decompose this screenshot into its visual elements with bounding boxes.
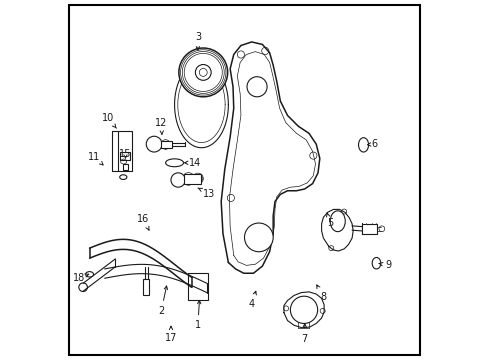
Text: 10: 10 (102, 113, 116, 128)
Text: 18: 18 (73, 273, 89, 283)
Text: 9: 9 (378, 260, 390, 270)
Bar (120, 152, 130, 160)
Text: 17: 17 (164, 326, 177, 343)
Circle shape (171, 173, 185, 187)
Text: 16: 16 (137, 215, 149, 230)
Ellipse shape (165, 159, 183, 167)
Ellipse shape (329, 211, 345, 231)
Bar (161, 140, 172, 148)
Text: 2: 2 (158, 286, 167, 316)
Circle shape (290, 296, 317, 323)
Bar (187, 273, 207, 300)
Text: 7: 7 (301, 324, 307, 343)
Text: 5: 5 (326, 212, 332, 228)
Bar (183, 174, 201, 184)
Circle shape (244, 223, 273, 252)
Circle shape (246, 77, 266, 97)
Text: 14: 14 (184, 158, 201, 168)
Ellipse shape (120, 175, 126, 180)
Ellipse shape (358, 138, 368, 152)
Text: 3: 3 (194, 32, 201, 50)
Bar (122, 164, 128, 170)
Ellipse shape (85, 272, 93, 277)
Text: 6: 6 (367, 139, 377, 149)
Text: 11: 11 (87, 152, 103, 165)
Text: 15: 15 (119, 149, 131, 159)
Circle shape (146, 136, 162, 152)
Bar (143, 279, 149, 295)
Text: 8: 8 (316, 285, 326, 302)
Circle shape (179, 48, 227, 97)
Ellipse shape (371, 257, 380, 269)
Bar (118, 131, 132, 171)
Circle shape (199, 68, 207, 76)
Text: 12: 12 (155, 118, 167, 134)
Text: 4: 4 (248, 291, 256, 309)
Text: 13: 13 (198, 188, 215, 199)
Bar (362, 224, 376, 234)
Circle shape (195, 64, 211, 80)
Text: 1: 1 (194, 300, 201, 330)
